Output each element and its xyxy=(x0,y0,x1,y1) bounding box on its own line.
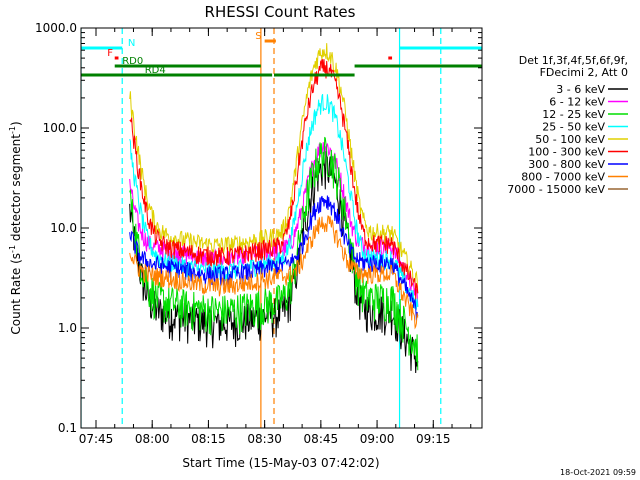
series-line-2 xyxy=(129,136,419,371)
x-tick-label: 09:15 xyxy=(416,432,451,446)
flag-label: RD4 xyxy=(145,65,166,76)
x-tick-label: 08:15 xyxy=(191,432,226,446)
y-tick-label: 1000.0 xyxy=(35,21,77,35)
timestamp: 18-Oct-2021 09:59 xyxy=(560,468,636,477)
legend-label: 6 - 12 keV xyxy=(549,96,605,109)
y-axis-label-sup: -1 xyxy=(8,245,17,253)
flag-label: S xyxy=(255,31,261,42)
legend-label: 3 - 6 keV xyxy=(556,83,605,96)
flag-label: F xyxy=(107,48,113,59)
chart-title: RHESSI Count Rates xyxy=(205,3,356,21)
series-line-7 xyxy=(129,215,419,330)
legend-label: 300 - 800 keV xyxy=(528,158,605,171)
legend-header: Det 1f,3f,4f,5f,6f,9f, xyxy=(519,54,628,67)
y-axis-label: Count Rate (s-1 detector segment-1) xyxy=(8,121,23,334)
legend-header: FDecimi 2, Att 0 xyxy=(540,66,628,79)
y-tick-label: 10.0 xyxy=(50,221,77,235)
flag-label: N xyxy=(128,38,135,49)
x-tick-label: 08:30 xyxy=(247,432,282,446)
y-axis-label-tail: detector segment xyxy=(9,134,23,245)
series-line-6 xyxy=(129,195,419,321)
legend-label: 100 - 300 keV xyxy=(528,146,605,159)
x-tick-label: 08:00 xyxy=(135,432,170,446)
legend-label: 25 - 50 keV xyxy=(542,121,605,134)
y-tick-label: 100.0 xyxy=(43,121,77,135)
x-axis-label: Start Time (15-May-03 07:42:02) xyxy=(182,456,379,470)
y-tick-label: 0.1 xyxy=(58,421,77,435)
series-line-5 xyxy=(129,58,419,300)
y-axis-label-main: Count Rate (s xyxy=(9,253,23,335)
x-tick-label: 08:45 xyxy=(304,432,339,446)
x-tick-label: 07:45 xyxy=(79,432,114,446)
y-axis-label-sup2: -1 xyxy=(8,126,17,134)
flag-label: RD0 xyxy=(122,56,143,67)
legend-label: 12 - 25 keV xyxy=(542,108,605,121)
x-tick-label: 09:00 xyxy=(360,432,395,446)
y-tick-label: 1.0 xyxy=(58,321,77,335)
legend-label: 800 - 7000 keV xyxy=(521,171,605,184)
legend-label: 50 - 100 keV xyxy=(535,133,605,146)
y-axis-label-end: ) xyxy=(9,121,23,126)
legend-label: 7000 - 15000 keV xyxy=(507,183,605,196)
